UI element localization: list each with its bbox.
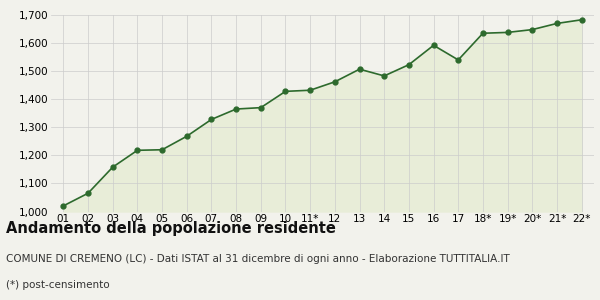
Text: (*) post-censimento: (*) post-censimento: [6, 280, 110, 290]
Text: COMUNE DI CREMENO (LC) - Dati ISTAT al 31 dicembre di ogni anno - Elaborazione T: COMUNE DI CREMENO (LC) - Dati ISTAT al 3…: [6, 254, 510, 263]
Text: Andamento della popolazione residente: Andamento della popolazione residente: [6, 220, 336, 236]
